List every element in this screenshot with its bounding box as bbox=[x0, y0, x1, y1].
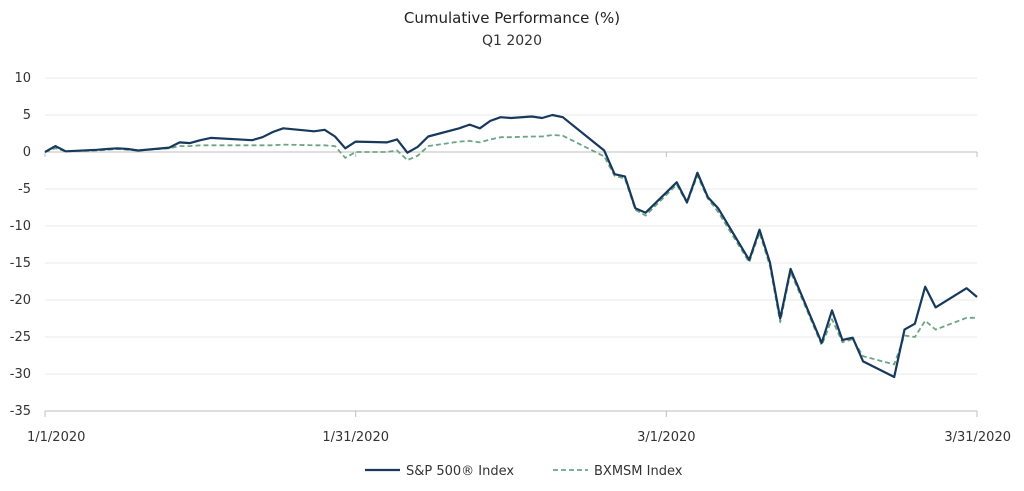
y-tick-label: -35 bbox=[10, 404, 31, 419]
legend-label: BXMSM Index bbox=[594, 464, 683, 479]
y-tick-label: 5 bbox=[23, 108, 31, 123]
y-tick-label: -30 bbox=[10, 367, 31, 382]
axes: 10 5 0 -5 -10 -15 -20 -25 -30 -35 1/1/2020 1/31/202… bbox=[10, 71, 1011, 445]
legend-label: S&P 500® Index bbox=[406, 464, 514, 479]
chart-title: Cumulative Performance (%) bbox=[404, 9, 620, 27]
x-tick-label: 1/31/2020 bbox=[322, 430, 389, 445]
y-tick-label: -25 bbox=[10, 330, 31, 345]
series-lines bbox=[44, 113, 978, 379]
y-tick-label: 10 bbox=[14, 71, 31, 86]
x-tick-label: 3/1/2020 bbox=[637, 430, 695, 445]
x-tick-label: 3/31/2020 bbox=[944, 430, 1011, 445]
sp500-series-line bbox=[44, 113, 978, 379]
y-tick-label: -5 bbox=[18, 182, 31, 197]
chart-subtitle: Q1 2020 bbox=[482, 33, 542, 49]
grid-lines bbox=[45, 77, 977, 412]
y-tick-label: -15 bbox=[10, 256, 31, 271]
x-tick-label: 1/1/2020 bbox=[27, 430, 85, 445]
y-tick-label: -10 bbox=[10, 219, 31, 234]
legend: S&P 500® Index BXMSM Index bbox=[365, 464, 683, 479]
bxm-series-line bbox=[44, 134, 977, 366]
y-tick-label: 0 bbox=[23, 145, 31, 160]
y-tick-label: -20 bbox=[10, 293, 31, 308]
